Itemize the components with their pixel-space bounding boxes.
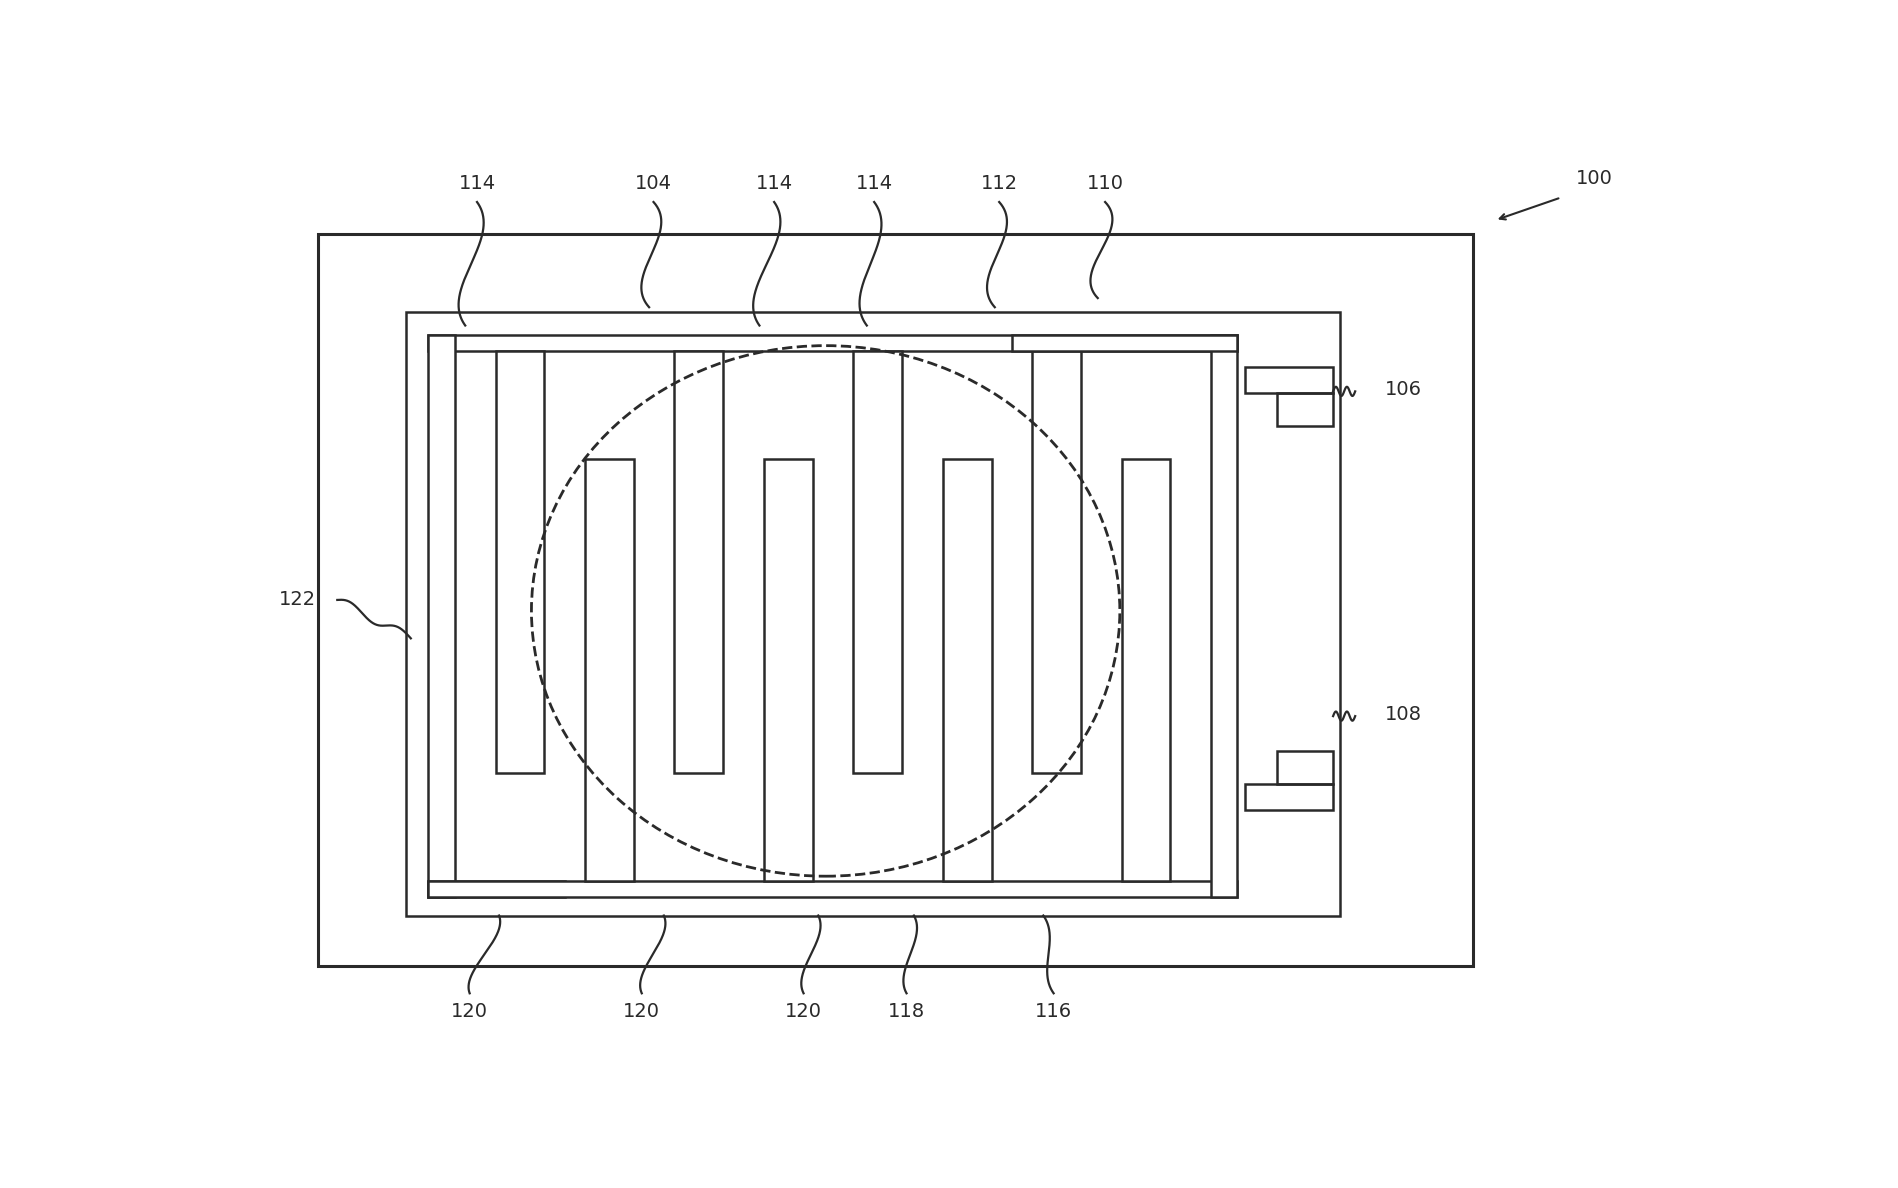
Bar: [1245, 784, 1332, 810]
Text: 116: 116: [1034, 1003, 1072, 1022]
Text: 118: 118: [888, 1003, 924, 1022]
Text: 110: 110: [1088, 173, 1124, 192]
Text: 114: 114: [459, 173, 495, 192]
Text: 120: 120: [623, 1003, 661, 1022]
Text: 120: 120: [452, 1003, 488, 1022]
Bar: [854, 352, 902, 773]
Bar: [763, 459, 812, 880]
Bar: [1033, 352, 1082, 773]
Bar: [1211, 335, 1237, 897]
Bar: [1277, 751, 1332, 784]
Bar: [319, 234, 1473, 966]
Text: 108: 108: [1386, 704, 1422, 723]
Bar: [674, 352, 723, 773]
Text: 112: 112: [981, 173, 1017, 192]
Bar: [943, 459, 991, 880]
Bar: [1012, 335, 1237, 352]
Bar: [429, 335, 456, 897]
Bar: [1122, 459, 1171, 880]
Bar: [1245, 367, 1332, 393]
Text: 114: 114: [755, 173, 793, 192]
Text: 122: 122: [279, 590, 315, 609]
Text: 114: 114: [856, 173, 892, 192]
Bar: [429, 335, 1237, 352]
Text: 106: 106: [1386, 380, 1422, 399]
Bar: [406, 311, 1340, 916]
Bar: [429, 880, 566, 897]
Text: 104: 104: [636, 173, 672, 192]
Text: 100: 100: [1575, 170, 1613, 189]
Bar: [495, 352, 545, 773]
Text: 120: 120: [786, 1003, 822, 1022]
Bar: [1277, 393, 1332, 426]
Bar: [429, 880, 1237, 897]
Bar: [585, 459, 634, 880]
